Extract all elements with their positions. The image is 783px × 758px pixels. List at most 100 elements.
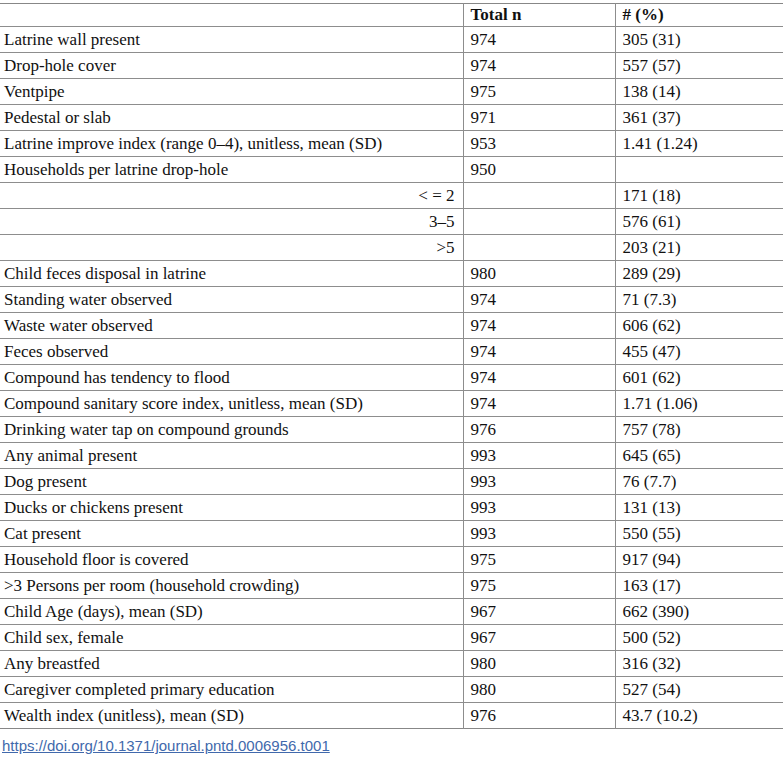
table-row: Cat present 993 550 (55) xyxy=(0,521,783,547)
row-total-n-cell: 971 xyxy=(463,105,615,131)
row-label-cell: Households per latrine drop-hole xyxy=(0,157,463,183)
row-label-cell: >3 Persons per room (household crowding) xyxy=(0,573,463,599)
row-total-n-cell: 950 xyxy=(463,157,615,183)
header-cell-pct: # (%) xyxy=(615,4,783,27)
row-pct-cell: 43.7 (10.2) xyxy=(615,703,783,729)
row-pct-cell: 138 (14) xyxy=(615,79,783,105)
row-pct-cell: 289 (29) xyxy=(615,261,783,287)
row-pct-cell: 455 (47) xyxy=(615,339,783,365)
row-label-cell: Drop-hole cover xyxy=(0,53,463,79)
doi-link[interactable]: https://doi.org/10.1371/journal.pntd.000… xyxy=(2,737,330,754)
row-label-cell: Latrine wall present xyxy=(0,27,463,53)
row-total-n-cell: 980 xyxy=(463,651,615,677)
row-total-n-cell: 993 xyxy=(463,521,615,547)
table-row: Compound has tendency to flood 974 601 (… xyxy=(0,365,783,391)
row-pct-cell: 76 (7.7) xyxy=(615,469,783,495)
row-pct-cell: 576 (61) xyxy=(615,209,783,235)
table-row: Compound sanitary score index, unitless,… xyxy=(0,391,783,417)
table-header: Total n # (%) xyxy=(0,4,783,27)
row-pct-cell: 316 (32) xyxy=(615,651,783,677)
row-total-n-cell: 967 xyxy=(463,599,615,625)
row-total-n-cell xyxy=(463,183,615,209)
row-label-cell: Child feces disposal in latrine xyxy=(0,261,463,287)
row-total-n-cell xyxy=(463,235,615,261)
table-row: Dog present 993 76 (7.7) xyxy=(0,469,783,495)
row-total-n-cell: 976 xyxy=(463,703,615,729)
row-label-cell: < = 2 xyxy=(0,183,463,209)
row-label-cell: Ventpipe xyxy=(0,79,463,105)
table-row: Child Age (days), mean (SD) 967 662 (390… xyxy=(0,599,783,625)
row-label-cell: Dog present xyxy=(0,469,463,495)
row-total-n-cell: 975 xyxy=(463,547,615,573)
table-row: Any breastfed 980 316 (32) xyxy=(0,651,783,677)
row-label-cell: Standing water observed xyxy=(0,287,463,313)
row-total-n-cell xyxy=(463,209,615,235)
row-label-cell: Ducks or chickens present xyxy=(0,495,463,521)
row-label-cell: Any breastfed xyxy=(0,651,463,677)
row-pct-cell: 500 (52) xyxy=(615,625,783,651)
row-pct-cell: 131 (13) xyxy=(615,495,783,521)
table-row: Caregiver completed primary education 98… xyxy=(0,677,783,703)
row-label-cell: Child sex, female xyxy=(0,625,463,651)
table-row: Drop-hole cover 974 557 (57) xyxy=(0,53,783,79)
table-row: Household floor is covered 975 917 (94) xyxy=(0,547,783,573)
table-body: Latrine wall present 974 305 (31) Drop-h… xyxy=(0,27,783,729)
row-total-n-cell: 967 xyxy=(463,625,615,651)
row-pct-cell: 601 (62) xyxy=(615,365,783,391)
table-row: Child sex, female 967 500 (52) xyxy=(0,625,783,651)
row-pct-cell: 606 (62) xyxy=(615,313,783,339)
row-total-n-cell: 993 xyxy=(463,443,615,469)
row-total-n-cell: 974 xyxy=(463,339,615,365)
row-pct-cell: 757 (78) xyxy=(615,417,783,443)
table-row: Ventpipe 975 138 (14) xyxy=(0,79,783,105)
row-label-cell: >5 xyxy=(0,235,463,261)
table-row: Any animal present 993 645 (65) xyxy=(0,443,783,469)
row-total-n-cell: 980 xyxy=(463,261,615,287)
row-pct-cell: 203 (21) xyxy=(615,235,783,261)
table-row: < = 2 171 (18) xyxy=(0,183,783,209)
row-total-n-cell: 976 xyxy=(463,417,615,443)
table-row: Households per latrine drop-hole 950 xyxy=(0,157,783,183)
characteristics-table: Total n # (%) Latrine wall present 974 3… xyxy=(0,3,783,729)
table-row: 3–5 576 (61) xyxy=(0,209,783,235)
row-label-cell: Drinking water tap on compound grounds xyxy=(0,417,463,443)
table-header-row: Total n # (%) xyxy=(0,4,783,27)
row-total-n-cell: 975 xyxy=(463,79,615,105)
row-label-cell: Feces observed xyxy=(0,339,463,365)
table-row: Pedestal or slab 971 361 (37) xyxy=(0,105,783,131)
table-row: Feces observed 974 455 (47) xyxy=(0,339,783,365)
row-pct-cell: 305 (31) xyxy=(615,27,783,53)
row-label-cell: Child Age (days), mean (SD) xyxy=(0,599,463,625)
row-pct-cell: 1.41 (1.24) xyxy=(615,131,783,157)
row-total-n-cell: 974 xyxy=(463,365,615,391)
row-total-n-cell: 953 xyxy=(463,131,615,157)
row-total-n-cell: 993 xyxy=(463,469,615,495)
table-row: >5 203 (21) xyxy=(0,235,783,261)
table-row: Child feces disposal in latrine 980 289 … xyxy=(0,261,783,287)
row-label-cell: Household floor is covered xyxy=(0,547,463,573)
row-total-n-cell: 975 xyxy=(463,573,615,599)
row-label-cell: 3–5 xyxy=(0,209,463,235)
row-total-n-cell: 974 xyxy=(463,27,615,53)
row-label-cell: Latrine improve index (range 0–4), unitl… xyxy=(0,131,463,157)
row-pct-cell: 550 (55) xyxy=(615,521,783,547)
row-pct-cell: 163 (17) xyxy=(615,573,783,599)
doi-line: https://doi.org/10.1371/journal.pntd.000… xyxy=(2,737,783,754)
row-pct-cell: 361 (37) xyxy=(615,105,783,131)
table-row: Wealth index (unitless), mean (SD) 976 4… xyxy=(0,703,783,729)
row-pct-cell: 1.71 (1.06) xyxy=(615,391,783,417)
row-total-n-cell: 974 xyxy=(463,287,615,313)
table-row: Ducks or chickens present 993 131 (13) xyxy=(0,495,783,521)
row-label-cell: Cat present xyxy=(0,521,463,547)
row-pct-cell: 917 (94) xyxy=(615,547,783,573)
table-row: Waste water observed 974 606 (62) xyxy=(0,313,783,339)
row-pct-cell: 527 (54) xyxy=(615,677,783,703)
row-total-n-cell: 993 xyxy=(463,495,615,521)
row-label-cell: Compound sanitary score index, unitless,… xyxy=(0,391,463,417)
table-row: Latrine wall present 974 305 (31) xyxy=(0,27,783,53)
header-cell-empty xyxy=(0,4,463,27)
row-label-cell: Any animal present xyxy=(0,443,463,469)
header-cell-total-n: Total n xyxy=(463,4,615,27)
row-label-cell: Compound has tendency to flood xyxy=(0,365,463,391)
table-row: Standing water observed 974 71 (7.3) xyxy=(0,287,783,313)
